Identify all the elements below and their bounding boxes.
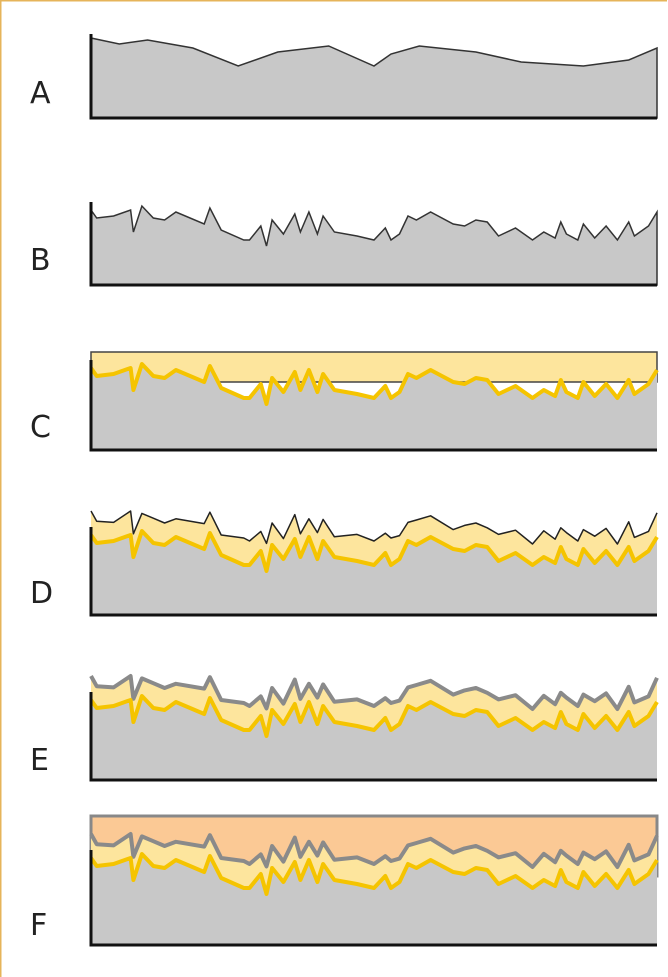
top-profile	[90, 510, 658, 545]
interface	[89, 694, 659, 738]
surface	[90, 204, 658, 286]
axis	[89, 34, 657, 120]
axis	[89, 202, 657, 287]
surface	[91, 364, 657, 450]
surface	[91, 696, 657, 780]
top-profile	[89, 674, 659, 711]
interface	[89, 529, 659, 573]
panel-label: B	[30, 243, 51, 278]
axis	[89, 850, 657, 947]
panel-label: A	[30, 76, 51, 111]
panel: B	[30, 202, 658, 287]
axis	[89, 527, 657, 617]
axis	[89, 692, 657, 782]
panel: D	[30, 510, 659, 617]
panel: A	[30, 34, 658, 120]
panels: A B C D E F	[30, 34, 659, 947]
interface	[89, 852, 659, 896]
panel-label: F	[30, 908, 47, 943]
surface	[90, 37, 658, 119]
panel: E	[30, 674, 659, 782]
surface	[91, 531, 657, 615]
panel: C	[30, 351, 659, 452]
panel-label: E	[30, 743, 49, 778]
axis	[89, 360, 657, 452]
panel-label: D	[30, 576, 53, 611]
interface	[89, 362, 659, 406]
panel: F	[30, 814, 659, 947]
panel-label: C	[30, 410, 51, 445]
top-profile	[89, 832, 659, 869]
